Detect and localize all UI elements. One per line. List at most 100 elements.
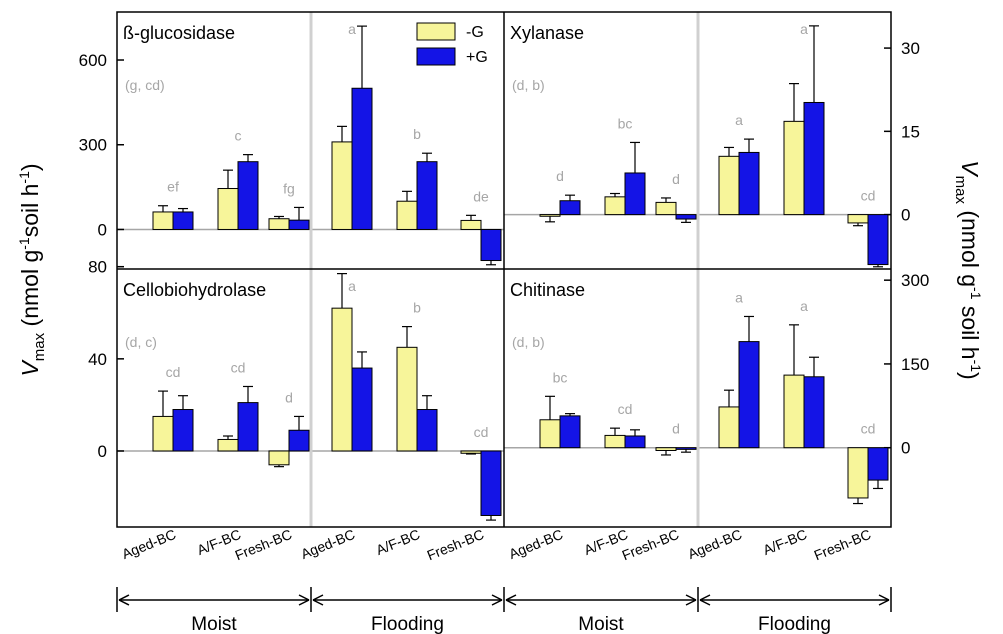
bar-minus-g — [655, 447, 677, 451]
bar-plus-g — [624, 172, 646, 216]
y-tick-label: 0 — [901, 439, 910, 458]
left-axis-title-sub: max — [31, 332, 48, 361]
legend: -G +G — [416, 22, 488, 66]
legend-swatch-minus-g — [416, 22, 456, 41]
panel-4: Chitinase (d, b) 0 150 300 bc cd d a a cd — [504, 271, 929, 505]
group-label: Flooding — [371, 614, 444, 634]
bar-plus-g — [288, 429, 310, 452]
panel-stats: (d, b) — [512, 334, 545, 350]
significance-letter: cd — [861, 421, 876, 437]
panel-title: Chitinase — [510, 280, 585, 300]
bar-minus-g — [539, 419, 561, 449]
bar-minus-g — [268, 218, 290, 230]
significance-letter: a — [735, 112, 743, 128]
bar-plus-g — [288, 219, 310, 230]
bar-minus-g — [268, 450, 290, 466]
significance-letter: b — [413, 126, 421, 142]
bar-plus-g — [416, 161, 438, 230]
significance-letter: ef — [167, 179, 179, 195]
x-category-label: Fresh-BC — [233, 526, 295, 563]
bar-plus-g — [416, 409, 438, 452]
y-tick-label: 150 — [901, 355, 929, 374]
outer-border — [116, 11, 892, 528]
bar-minus-g — [217, 188, 239, 230]
bar-plus-g — [867, 214, 889, 266]
x-category-label: Fresh-BC — [425, 526, 487, 563]
y-tick-label: 80 — [88, 258, 107, 277]
group-arrow-head-right — [491, 594, 503, 606]
bar-plus-g — [480, 228, 502, 262]
significance-letter: fg — [283, 180, 295, 196]
bar-minus-g — [783, 120, 805, 216]
significance-letter: cd — [861, 188, 876, 204]
bar-plus-g — [803, 101, 825, 216]
panel-2: Xylanase (d, b) 0 15 30 d bc d a a cd — [504, 21, 920, 268]
left-axis-title-text1: (nmol g — [17, 250, 43, 333]
bar-plus-g — [675, 214, 697, 220]
group-arrow-head-right — [878, 594, 890, 606]
left-axis-title-sup2: -1 — [16, 171, 32, 184]
svg-text:Vmax (nmol g-1soil h-1): Vmax (nmol g-1soil h-1) — [16, 163, 48, 376]
svg-text:Vmax (nmol g-1 soil h-1): Vmax (nmol g-1 soil h-1) — [952, 160, 984, 379]
group-arrow-head-left — [312, 594, 324, 606]
y-tick-label: 600 — [79, 51, 107, 70]
bar-plus-g — [480, 450, 502, 516]
panel-1: ß-glucosidase (g, cd) 0 300 600 ef c fg a b de — [79, 21, 504, 266]
left-axis-title-v: V — [17, 359, 43, 377]
plot-frame — [116, 11, 892, 528]
x-category-label: Aged-BC — [119, 526, 178, 562]
bar-plus-g — [559, 415, 581, 449]
bar-plus-g — [675, 447, 697, 450]
right-axis-title-text1: (nmol g — [957, 204, 983, 287]
bar-minus-g — [718, 155, 740, 216]
legend-label-minus-g: -G — [466, 24, 484, 41]
bar-plus-g — [803, 376, 825, 449]
bar-minus-g — [847, 214, 869, 224]
panel-stats: (d, b) — [512, 77, 545, 93]
right-axis-title: Vmax (nmol g-1 soil h-1) — [952, 160, 984, 379]
bar-plus-g — [351, 367, 373, 452]
x-category-label: A/F-BC — [761, 526, 810, 558]
panel-stats: (g, cd) — [125, 77, 165, 93]
group-arrow-head-left — [699, 594, 711, 606]
x-category-label: A/F-BC — [374, 526, 423, 558]
significance-letter: a — [800, 21, 808, 37]
legend-label-plus-g: +G — [466, 49, 488, 66]
y-tick-label: 0 — [901, 206, 910, 225]
significance-letter: bc — [553, 369, 568, 385]
y-tick-label: 30 — [901, 39, 920, 58]
significance-letter: cd — [474, 424, 489, 440]
legend-swatch-plus-g — [416, 47, 456, 66]
bar-plus-g — [237, 161, 259, 230]
right-axis-title-end: ) — [957, 372, 983, 380]
panel-stats: (d, c) — [125, 334, 157, 350]
significance-letter: d — [285, 389, 293, 405]
bar-minus-g — [460, 219, 482, 230]
significance-letter: de — [473, 188, 489, 204]
significance-letter: cd — [166, 364, 181, 380]
bar-minus-g — [847, 447, 869, 499]
right-axis-title-sup2: -1 — [968, 360, 984, 373]
group-label: Flooding — [758, 614, 831, 634]
group-arrow-head-right — [685, 594, 697, 606]
bar-minus-g — [604, 196, 626, 216]
right-axis-title-text2: soil h — [957, 300, 983, 360]
significance-letter: cd — [618, 401, 633, 417]
group-arrow-head-left — [118, 594, 130, 606]
bar-minus-g — [783, 374, 805, 449]
bar-minus-g — [217, 438, 239, 452]
bar-minus-g — [539, 214, 561, 217]
significance-letter: d — [672, 421, 680, 437]
bar-plus-g — [172, 211, 194, 230]
left-axis-title: Vmax (nmol g-1soil h-1) — [16, 163, 48, 376]
moisture-groups: Moist Flooding Moist Flooding — [116, 587, 892, 634]
significance-letter: a — [348, 278, 356, 294]
panel-title: ß-glucosidase — [123, 23, 235, 43]
bar-minus-g — [396, 346, 418, 452]
bar-plus-g — [867, 447, 889, 481]
y-tick-label: 300 — [79, 136, 107, 155]
significance-letter: bc — [618, 115, 633, 131]
significance-letter: c — [235, 128, 242, 144]
bar-minus-g — [331, 141, 353, 230]
